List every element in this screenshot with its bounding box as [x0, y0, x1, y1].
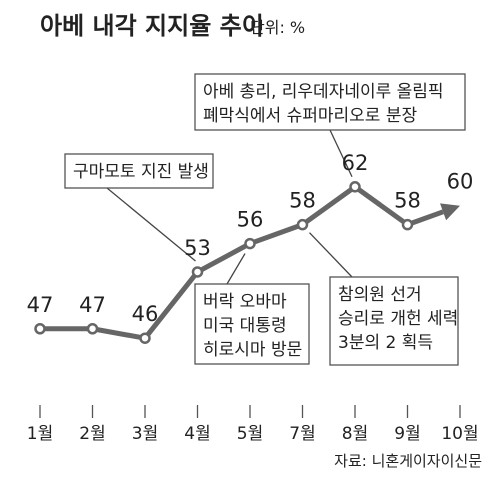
data-label: 46 — [132, 302, 159, 326]
x-tick-label: 8월 — [342, 424, 368, 444]
annotation-text: 미국 대통령 — [203, 316, 287, 336]
source-note: 자료: 니혼게이자이신문 — [334, 452, 482, 470]
annotation-box — [194, 73, 466, 131]
data-label: 60 — [447, 170, 474, 194]
annotation-box — [64, 153, 214, 189]
data-point — [139, 332, 151, 344]
x-tick-label: 9월 — [394, 424, 420, 444]
data-label: 56 — [237, 208, 264, 232]
x-tick-label: 5월 — [237, 424, 263, 444]
data-label: 53 — [184, 236, 211, 260]
annotation-text: 참의원 선거 — [338, 285, 422, 305]
data-point-layer — [34, 181, 414, 344]
data-label: 58 — [289, 189, 316, 213]
x-tick-label: 7월 — [289, 424, 315, 444]
series-arrowhead — [440, 203, 460, 221]
x-tick-label: 4월 — [184, 424, 210, 444]
data-point — [86, 323, 99, 335]
annotation-text: 승리로 개헌 세력 — [338, 309, 458, 329]
annotation-leader — [309, 232, 353, 278]
annotation-text: 히로시마 방문 — [203, 340, 302, 360]
annotation-leader — [106, 187, 196, 262]
x-axis: 1월 2월 3월 4월 5월 7월 8월 9월 10월 — [27, 405, 479, 444]
data-point — [34, 323, 46, 335]
annotation-box — [194, 283, 310, 365]
x-tick-label: 1월 — [27, 424, 53, 444]
unit-label: 단위: % — [250, 18, 305, 37]
x-tick-label: 10월 — [441, 424, 478, 444]
data-label: 62 — [342, 151, 369, 175]
x-tick-label: 2월 — [79, 424, 105, 444]
annotation-text: 버락 오바마 — [203, 292, 287, 312]
data-point — [191, 266, 204, 278]
annotation-text: 폐막식에서 슈퍼마리오로 분장 — [203, 106, 417, 126]
data-label: 58 — [394, 189, 421, 213]
annotation-callout: 구마모토 지진 발생 — [64, 153, 214, 262]
annotation-text: 아베 총리, 리우데자네이루 올림픽 — [203, 82, 444, 102]
data-point — [296, 218, 309, 231]
annotation-leader — [226, 253, 246, 285]
annotation-text: 3분의 2 획득 — [338, 333, 433, 353]
data-point — [244, 237, 256, 250]
annotation-box — [329, 276, 459, 366]
data-label: 47 — [27, 293, 54, 317]
data-label-layer: 47 47 46 53 56 58 62 58 60 — [27, 151, 474, 326]
annotation-text: 구마모토 지진 발생 — [73, 162, 209, 182]
annotation-leader — [329, 129, 353, 178]
x-tick-label: 3월 — [132, 424, 158, 444]
data-label: 47 — [79, 293, 106, 317]
data-point — [401, 218, 414, 231]
chart-title: 아베 내각 지지율 추이 — [40, 12, 264, 40]
data-point — [349, 181, 361, 193]
